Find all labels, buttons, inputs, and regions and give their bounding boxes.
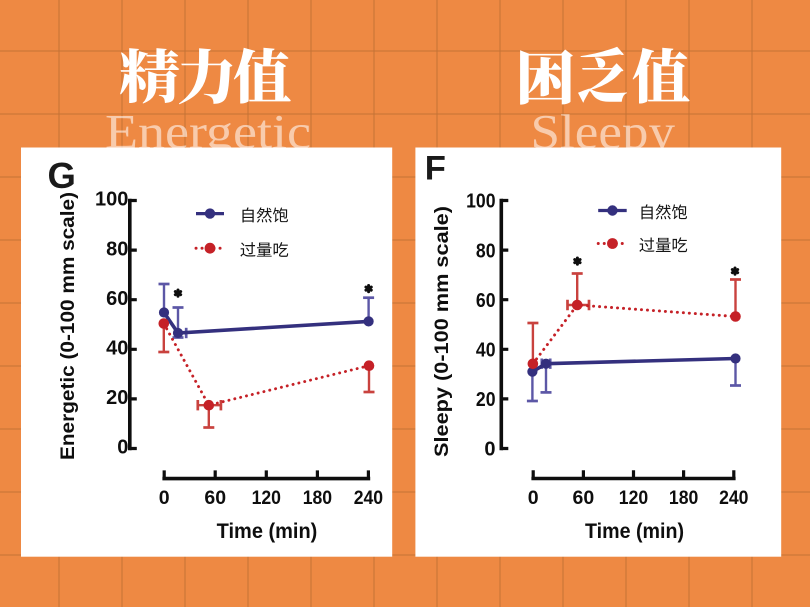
svg-text:180: 180 bbox=[303, 487, 333, 509]
svg-text:120: 120 bbox=[252, 487, 282, 509]
svg-text:Sleepy (0-100 mm scale): Sleepy (0-100 mm scale) bbox=[431, 206, 453, 457]
svg-text:60: 60 bbox=[573, 487, 595, 509]
svg-text:60: 60 bbox=[204, 487, 226, 509]
svg-text:240: 240 bbox=[354, 487, 384, 509]
svg-text:Sleepy: Sleepy bbox=[531, 106, 676, 159]
svg-text:Energetic: Energetic bbox=[105, 106, 311, 159]
svg-text:60: 60 bbox=[476, 290, 496, 312]
svg-text:40: 40 bbox=[106, 338, 128, 360]
svg-text:0: 0 bbox=[484, 439, 495, 461]
svg-text:Time (min): Time (min) bbox=[585, 519, 684, 543]
svg-text:G: G bbox=[48, 155, 76, 196]
svg-text:20: 20 bbox=[476, 389, 496, 411]
svg-text:80: 80 bbox=[476, 240, 496, 262]
svg-text:0: 0 bbox=[528, 487, 539, 509]
svg-text:Energetic (0-100 mm scale): Energetic (0-100 mm scale) bbox=[57, 192, 79, 460]
svg-text:F: F bbox=[425, 150, 446, 188]
svg-text:60: 60 bbox=[106, 288, 128, 310]
svg-text:40: 40 bbox=[476, 340, 496, 362]
svg-text:100: 100 bbox=[466, 191, 495, 213]
svg-text:180: 180 bbox=[669, 487, 699, 509]
svg-text:20: 20 bbox=[106, 387, 128, 409]
svg-text:240: 240 bbox=[719, 487, 749, 509]
svg-text:80: 80 bbox=[106, 238, 128, 260]
svg-text:100: 100 bbox=[95, 189, 128, 211]
svg-text:0: 0 bbox=[159, 487, 170, 509]
svg-text:120: 120 bbox=[619, 487, 649, 509]
svg-text:Time (min): Time (min) bbox=[217, 519, 318, 543]
svg-text:0: 0 bbox=[117, 437, 128, 459]
